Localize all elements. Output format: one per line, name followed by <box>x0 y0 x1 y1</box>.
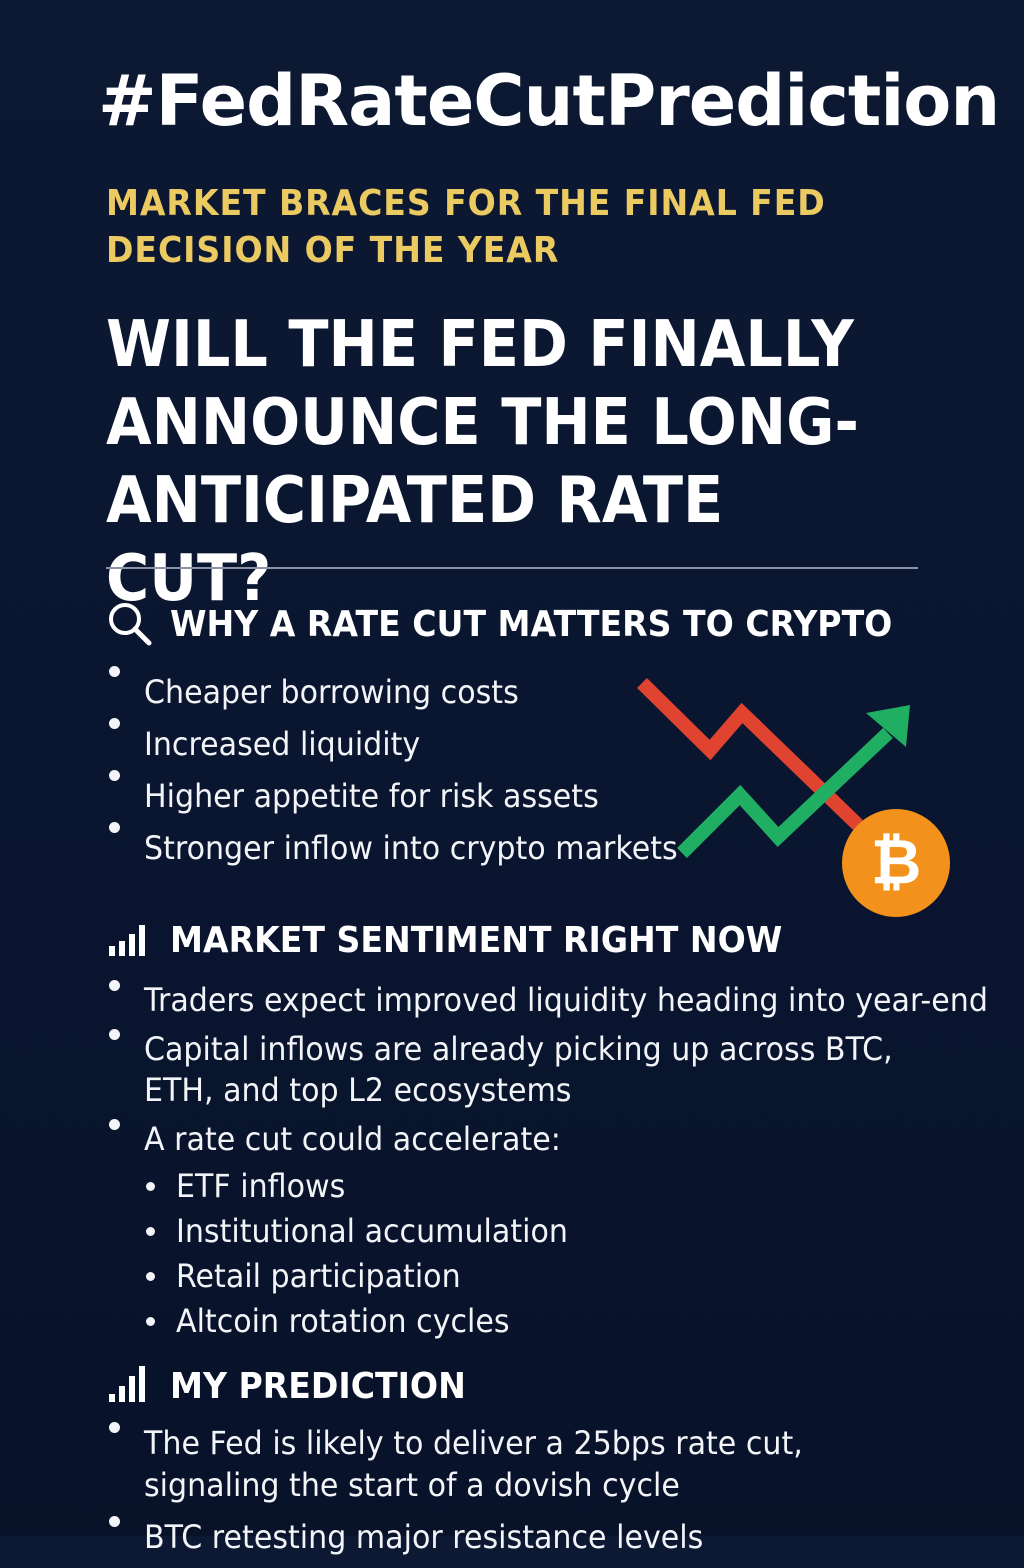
bullet <box>109 980 120 991</box>
hashtag-title: #FedRateCutPrediction <box>98 60 1000 142</box>
search-icon <box>109 603 152 646</box>
bullet <box>146 1227 155 1236</box>
list-item: Capital inflows are already picking up a… <box>106 1029 924 1111</box>
sentiment-list: Traders expect improved liquidity headin… <box>106 980 1024 1352</box>
bullet <box>109 1119 120 1130</box>
section-heading-why: WHY A RATE CUT MATTERS TO CRYPTO <box>106 600 955 648</box>
sub-list-item: Retail participation <box>144 1254 1024 1299</box>
bullet <box>109 1422 120 1433</box>
sub-list-item: Altcoin rotation cycles <box>144 1299 1024 1344</box>
list-item: Increased liquidity <box>106 718 712 770</box>
list-item: Cheaper borrowing costs <box>106 666 712 718</box>
bar-chart-icon <box>109 1366 145 1402</box>
subtitle: MARKET BRACES FOR THE FINAL FED DECISION… <box>106 183 826 271</box>
list-item: BTC retesting major resistance levels <box>106 1516 994 1558</box>
sub-list-item: Institutional accumulation <box>144 1209 1024 1254</box>
section-title: WHY A RATE CUT MATTERS TO CRYPTO <box>170 603 893 645</box>
bar-chart-icon <box>109 925 145 956</box>
prediction-list: The Fed is likely to deliver a 25bps rat… <box>106 1422 994 1568</box>
section-title: MY PREDICTION <box>170 1365 466 1407</box>
list-item: The Fed is likely to deliver a 25bps rat… <box>106 1422 994 1506</box>
section-heading-sentiment: MARKET SENTIMENT RIGHT NOW <box>106 916 836 964</box>
bullet <box>146 1182 155 1191</box>
up-arrow-head <box>866 705 910 747</box>
headline-question: WILL THE FED FINALLY ANNOUNCE THE LONG-A… <box>106 308 859 616</box>
list-item: Stronger inflow into crypto markets <box>106 822 712 874</box>
bullet <box>109 822 120 833</box>
divider <box>106 567 918 569</box>
list-item: Higher appetite for risk assets <box>106 770 712 822</box>
bullet <box>109 666 120 677</box>
bullet <box>146 1272 155 1281</box>
market-arrows-graphic: ₿ <box>637 678 950 917</box>
down-trend-arrow <box>637 678 863 831</box>
up-trend-arrow <box>677 727 893 858</box>
section-heading-prediction: MY PREDICTION <box>106 1362 492 1410</box>
why-list: Cheaper borrowing costs Increased liquid… <box>106 666 712 874</box>
bullet <box>109 1516 120 1527</box>
bullet <box>109 718 120 729</box>
sub-list: ETF inflows Institutional accumulation R… <box>144 1164 1024 1344</box>
bullet <box>109 770 120 781</box>
bitcoin-symbol: ₿ <box>871 825 922 898</box>
section-title: MARKET SENTIMENT RIGHT NOW <box>170 919 783 961</box>
bitcoin-icon: ₿ <box>842 809 950 917</box>
sub-list-item: ETF inflows <box>144 1164 1024 1209</box>
bullet <box>146 1317 155 1326</box>
bullet <box>109 1029 120 1040</box>
list-item: A rate cut could accelerate: ETF inflows… <box>106 1119 1024 1344</box>
list-item: Traders expect improved liquidity headin… <box>106 980 1024 1021</box>
